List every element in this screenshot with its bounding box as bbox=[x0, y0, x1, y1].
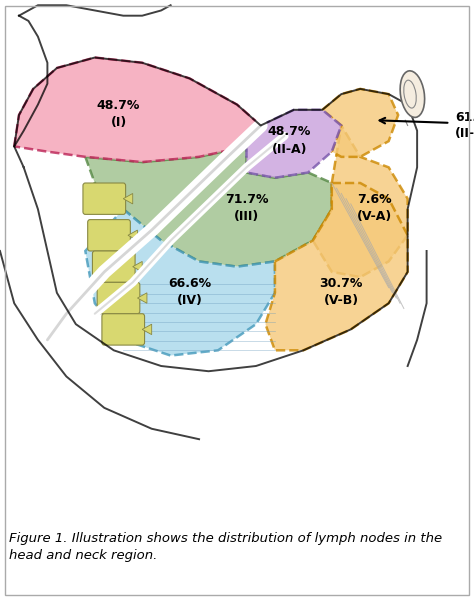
Text: 30.7%: 30.7% bbox=[319, 277, 363, 290]
Polygon shape bbox=[128, 230, 137, 240]
Polygon shape bbox=[14, 58, 261, 162]
Polygon shape bbox=[85, 147, 332, 267]
Polygon shape bbox=[142, 324, 152, 335]
Text: 66.6%: 66.6% bbox=[168, 277, 211, 290]
Polygon shape bbox=[265, 183, 408, 350]
Polygon shape bbox=[123, 194, 133, 204]
Polygon shape bbox=[133, 261, 142, 272]
Text: 48.7%: 48.7% bbox=[267, 125, 311, 138]
Text: 7.6%: 7.6% bbox=[357, 194, 392, 206]
Polygon shape bbox=[246, 110, 341, 178]
Text: (II-B): (II-B) bbox=[455, 127, 474, 140]
Text: Figure 1. Illustration shows the distribution of lymph nodes in the
head and nec: Figure 1. Illustration shows the distrib… bbox=[9, 532, 443, 562]
Polygon shape bbox=[85, 209, 275, 356]
FancyBboxPatch shape bbox=[83, 183, 126, 215]
FancyBboxPatch shape bbox=[92, 251, 135, 282]
Text: (IV): (IV) bbox=[177, 294, 202, 307]
FancyBboxPatch shape bbox=[97, 282, 140, 314]
FancyBboxPatch shape bbox=[102, 314, 145, 345]
Text: (V-B): (V-B) bbox=[324, 294, 359, 307]
Text: 48.7%: 48.7% bbox=[97, 99, 140, 112]
Text: (III): (III) bbox=[234, 210, 259, 224]
Text: (II-A): (II-A) bbox=[272, 142, 307, 156]
Polygon shape bbox=[137, 293, 147, 304]
Text: (I): (I) bbox=[110, 117, 127, 129]
Polygon shape bbox=[322, 89, 398, 157]
Polygon shape bbox=[313, 126, 408, 277]
Ellipse shape bbox=[400, 71, 425, 117]
Text: (V-A): (V-A) bbox=[357, 210, 392, 224]
FancyBboxPatch shape bbox=[88, 219, 130, 251]
Text: 61.5%: 61.5% bbox=[455, 111, 474, 124]
Text: 71.7%: 71.7% bbox=[225, 194, 268, 206]
